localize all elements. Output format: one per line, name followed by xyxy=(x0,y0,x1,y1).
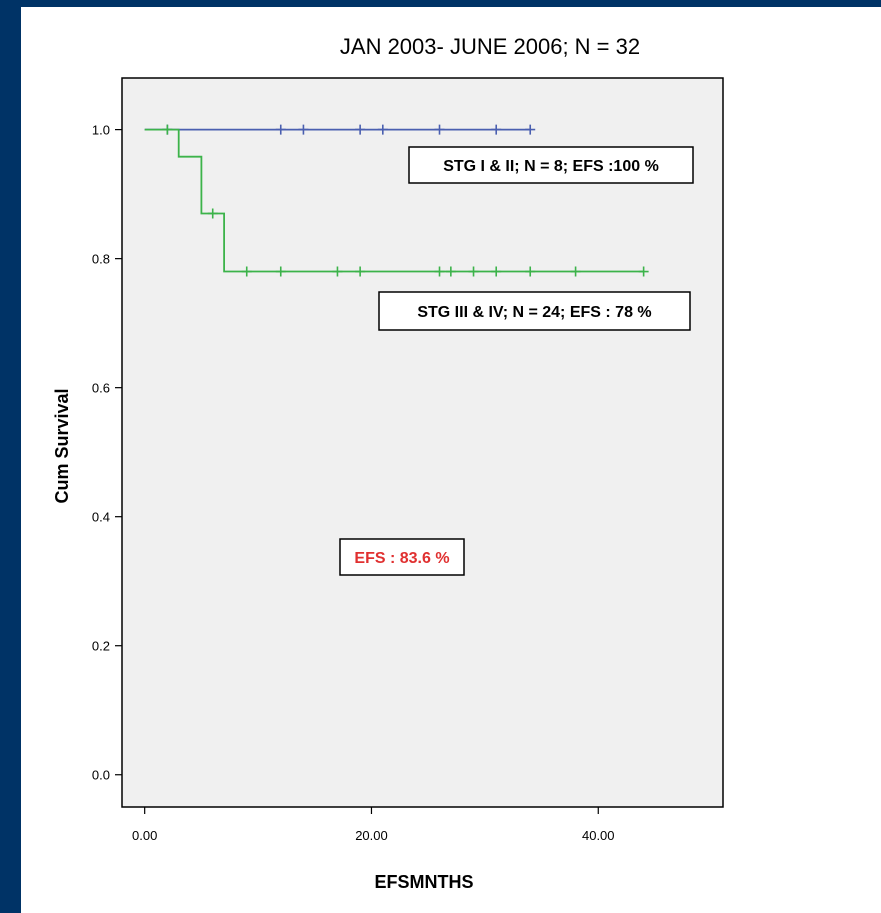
annotation-overall-efs: EFS : 83.6 % xyxy=(339,538,465,576)
series-2 xyxy=(144,124,649,277)
censor-mark xyxy=(207,208,218,219)
annotation-text: EFS : 83.6 % xyxy=(354,550,449,567)
slide-frame-left xyxy=(0,0,21,913)
annotation-box xyxy=(378,291,691,331)
censor-mark xyxy=(275,266,286,277)
y-tick-label: 0.6 xyxy=(92,381,110,396)
survival-step-line xyxy=(144,128,644,273)
annotation-text: STG I & II; N = 8; EFS :100 % xyxy=(443,158,659,175)
censor-mark xyxy=(434,266,445,277)
annotation-box xyxy=(339,538,465,576)
censor-mark xyxy=(434,124,445,135)
slide-frame-top xyxy=(0,0,881,7)
censor-mark xyxy=(377,124,388,135)
x-tick-label: 40.00 xyxy=(582,828,615,843)
chart-title: JAN 2003- JUNE 2006; N = 32 xyxy=(340,34,640,59)
censor-mark xyxy=(355,124,366,135)
censor-mark xyxy=(332,266,343,277)
y-axis-label: Cum Survival xyxy=(52,388,72,503)
censor-mark xyxy=(525,266,536,277)
censor-mark xyxy=(241,266,252,277)
censor-mark xyxy=(162,124,173,135)
censor-mark xyxy=(298,124,309,135)
censor-mark xyxy=(275,124,286,135)
y-tick-label: 1.0 xyxy=(92,123,110,138)
x-tick-label: 20.00 xyxy=(355,828,388,843)
axes-layer: 0.0 0.2 0.4 0.6 0.8 1.0 0.00 20.00 40.00 xyxy=(92,123,615,843)
y-tick-label: 0.0 xyxy=(92,768,110,783)
censor-mark xyxy=(525,124,536,135)
censor-mark xyxy=(491,124,502,135)
plot-area xyxy=(121,77,724,808)
annotation-layer: STG I & II; N = 8; EFS :100 % STG III & I… xyxy=(339,146,694,576)
x-axis-label: EFSMNTHS xyxy=(375,872,474,892)
x-tick-label: 0.00 xyxy=(132,828,157,843)
censor-mark xyxy=(491,266,502,277)
y-tick-label: 0.4 xyxy=(92,510,110,525)
censor-mark xyxy=(355,266,366,277)
y-tick-label: 0.2 xyxy=(92,639,110,654)
y-tick-label: 0.8 xyxy=(92,252,110,267)
series-layer xyxy=(144,124,649,277)
annotation-text: STG III & IV; N = 24; EFS : 78 % xyxy=(417,304,651,321)
annotation-late-stage: STG III & IV; N = 24; EFS : 78 % xyxy=(378,291,691,331)
annotation-box xyxy=(408,146,694,184)
censor-mark xyxy=(638,266,649,277)
censor-mark xyxy=(468,266,479,277)
censor-mark xyxy=(570,266,581,277)
censor-mark xyxy=(445,266,456,277)
annotation-early-stage: STG I & II; N = 8; EFS :100 % xyxy=(408,146,694,184)
